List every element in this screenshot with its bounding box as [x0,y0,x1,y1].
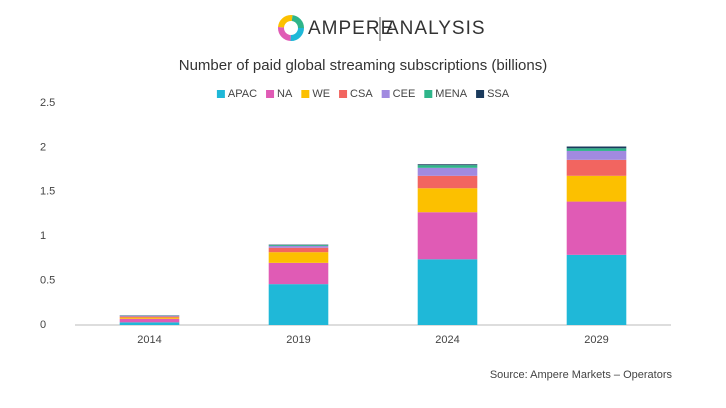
bar-segment [566,148,627,151]
logo-icon [278,15,304,41]
bar-segment [417,212,478,260]
bar-segment [417,164,478,166]
x-tick-label: 2014 [137,334,161,346]
bar-segment [566,201,627,255]
legend-label: CSA [350,88,373,100]
bar-segment [268,262,329,285]
y-tick-label: 1.5 [40,186,55,198]
logo-brand: AMPERE [308,18,394,39]
bar-segment [566,150,627,160]
y-tick-label: 1 [40,230,46,242]
y-tick-label: 0.5 [40,275,55,287]
bar-segment [566,254,627,325]
bar-segment [268,247,329,253]
y-tick-label: 2.5 [40,97,55,109]
logo-sub: ANALYSIS [386,18,486,39]
bar-segment [119,318,180,323]
bar-segment [268,245,329,248]
source: Source: Ampere Markets – Operators [490,369,673,381]
bar-segment [268,252,329,263]
bar-segment [566,175,627,202]
legend-label: SSA [487,88,510,100]
x-tick-label: 2029 [584,334,608,346]
legend-swatch [216,90,225,98]
y-tick-label: 0 [40,319,46,331]
bar-segment [417,167,478,176]
x-tick-label: 2019 [286,334,310,346]
legend-label: MENA [435,88,467,100]
legend-swatch [424,90,433,98]
legend-swatch [476,90,485,98]
legend-swatch [381,90,390,98]
legend-swatch [301,90,310,98]
bar-segment [268,245,329,246]
bar-segment [417,175,478,189]
bar-segment [417,188,478,213]
legend-label: WE [312,88,330,100]
legend: APAC NA WE CSA CEE MENA SSA [216,88,510,100]
bar-segment [119,315,180,317]
x-tick-label: 2024 [435,334,459,346]
legend-label: CEE [393,88,416,100]
bar-segment [417,259,478,325]
legend-swatch [266,90,275,98]
bar-segment [119,317,180,319]
bar-segment [417,165,478,168]
chart-title: Number of paid global streaming subscrip… [179,57,548,74]
y-tick-label: 2 [40,141,46,153]
bar-segment [119,316,180,318]
bar-segment [566,146,627,149]
bar-segment [119,322,180,325]
legend-swatch [339,90,348,98]
bar-segment [566,159,627,176]
legend-label: APAC [228,88,257,100]
legend-label: NA [277,88,293,100]
bar-segment [268,284,329,325]
